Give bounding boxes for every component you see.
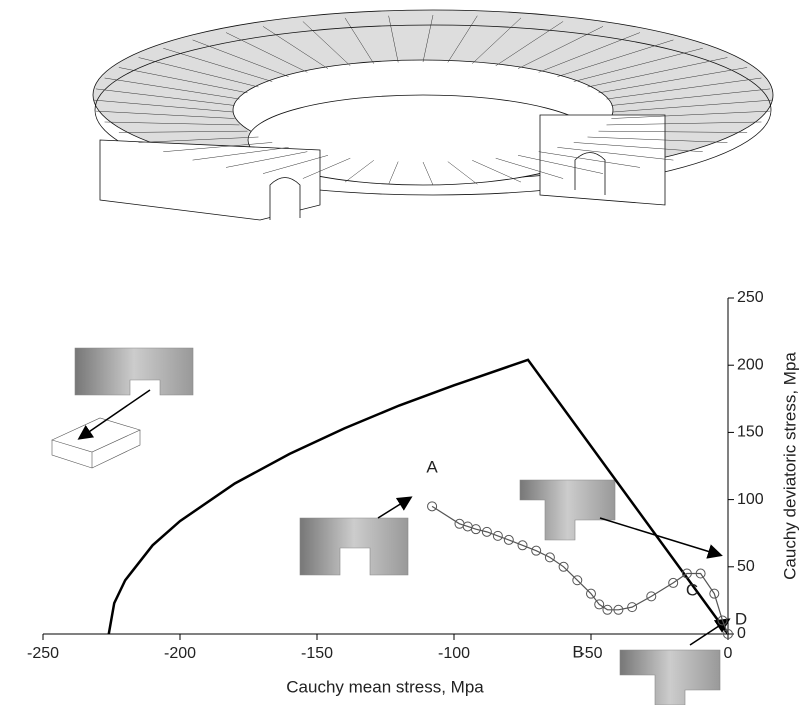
x-tick-label: -150 xyxy=(301,645,333,662)
x-tick-label: 0 xyxy=(724,645,733,662)
annotation: C xyxy=(686,580,698,599)
page: {"chart_data": {"type": "line", "x_label… xyxy=(0,0,803,705)
x-tick-label: -200 xyxy=(164,645,196,662)
y-tick-label: 100 xyxy=(737,491,764,508)
insets xyxy=(52,348,720,705)
y-tick-label: 250 xyxy=(737,289,764,306)
annotation: A xyxy=(426,457,438,476)
y-tick-label: 50 xyxy=(737,558,755,575)
annotation: B xyxy=(572,642,583,661)
series-line xyxy=(109,360,728,634)
y-axis-label: Cauchy deviatoric stress, Mpa xyxy=(780,352,799,580)
annotation: D xyxy=(735,609,747,628)
figure: Cauchy mean stress, Mpa Cauchy deviatori… xyxy=(0,0,803,705)
x-axis-label: Cauchy mean stress, Mpa xyxy=(286,677,484,696)
mesh-illustration xyxy=(93,10,773,220)
x-tick-label: -100 xyxy=(438,645,470,662)
x-tick-label: -250 xyxy=(27,645,59,662)
y-tick-label: 150 xyxy=(737,424,764,441)
y-tick-label: 200 xyxy=(737,356,764,373)
arrows xyxy=(80,390,728,645)
